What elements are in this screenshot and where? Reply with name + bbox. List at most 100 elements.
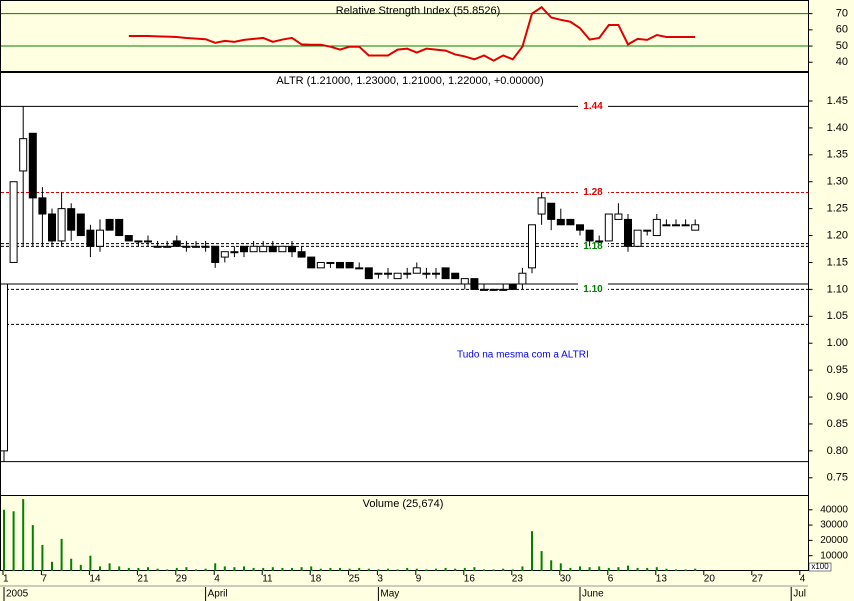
candle-body <box>172 240 181 247</box>
volume-bar <box>108 563 111 571</box>
x-tick-label: 13 <box>656 574 668 585</box>
volume-bar <box>415 568 418 571</box>
candle-body <box>470 278 479 290</box>
volume-bar <box>636 567 639 571</box>
volume-bar <box>185 567 188 571</box>
reference-label-bg <box>578 186 608 199</box>
candle-body <box>681 224 690 227</box>
volume-bar <box>454 568 457 571</box>
y-tick-label: 0.85 <box>827 418 848 430</box>
volume-bar <box>271 567 274 571</box>
month-label: 2005 <box>6 589 29 600</box>
candle-body <box>316 261 325 269</box>
reference-label-bg <box>578 240 608 253</box>
volume-bar <box>579 566 581 571</box>
y-tick-label: 1.10 <box>827 283 848 295</box>
y-tick-label: 10000 <box>820 550 848 561</box>
volume-bar <box>559 563 562 571</box>
month-label: May <box>380 589 399 600</box>
candle-body <box>547 202 556 220</box>
y-tick-label: 30000 <box>820 520 848 531</box>
candle-body <box>268 245 277 253</box>
reference-label: 1.44 <box>583 101 603 112</box>
panel-title: Relative Strength Index (55.8526) <box>336 5 501 17</box>
volume-bar <box>367 568 370 571</box>
volume-bar <box>243 566 245 571</box>
volume-bar <box>694 568 697 571</box>
candle-body <box>307 256 316 269</box>
candle-body <box>460 278 469 285</box>
scale-box <box>808 562 832 572</box>
candle-body <box>528 224 536 269</box>
volume-bar <box>588 567 591 571</box>
reference-label-bg <box>578 100 608 113</box>
candle-body <box>384 272 392 275</box>
candle-body <box>230 251 239 254</box>
volume-bar <box>166 569 169 571</box>
volume-bar <box>627 565 629 571</box>
candle-body <box>240 245 248 253</box>
x-tick-label: 1 <box>3 574 9 585</box>
volume-bar <box>89 555 92 571</box>
volume-bar <box>396 569 399 571</box>
volume-bar <box>569 567 572 571</box>
volume-bar <box>387 568 389 571</box>
panel-title: ALTR (1.21000, 1.23000, 1.21000, 1.22000… <box>276 75 543 87</box>
candle-body <box>9 181 18 263</box>
x-tick-label: 4 <box>800 574 806 585</box>
candle-body <box>518 272 527 285</box>
volume-bar <box>655 567 658 571</box>
x-tick-label: 20 <box>704 574 716 585</box>
volume-bar <box>531 531 533 571</box>
candle-body <box>76 213 85 237</box>
panel-title: Volume (25,674) <box>363 498 444 510</box>
volume-bar <box>70 558 73 571</box>
volume-bar <box>310 566 313 571</box>
candle-body <box>144 240 152 243</box>
candle-body <box>153 245 162 248</box>
candle-body <box>0 283 8 452</box>
x-tick-label: 4 <box>214 574 220 585</box>
candle-body <box>412 267 421 274</box>
volume-bar <box>348 568 351 571</box>
candle-body <box>556 218 565 226</box>
y-tick-label: 40000 <box>820 504 848 515</box>
volume-bar <box>550 560 553 571</box>
volume-bar <box>12 511 15 571</box>
volume-bar <box>118 566 121 571</box>
volume-bar <box>79 564 82 571</box>
volume-bar <box>425 569 428 571</box>
x-tick-label: 30 <box>560 574 572 585</box>
candle-body <box>672 224 680 227</box>
candle-body <box>614 213 623 220</box>
volume-bar <box>127 567 130 571</box>
volume-bar <box>511 569 514 571</box>
y-tick-label: 1.20 <box>827 229 848 241</box>
candle-body <box>28 132 37 199</box>
candle-body <box>163 245 172 248</box>
y-tick-label: 0.90 <box>827 391 848 403</box>
candle-body <box>259 245 268 253</box>
candle-body <box>566 218 575 226</box>
volume-bar <box>99 566 101 571</box>
candle-body <box>278 245 287 253</box>
candle-body <box>508 283 517 290</box>
reference-label: 1.28 <box>583 187 603 198</box>
candle-body <box>576 224 584 231</box>
volume-bar <box>41 544 44 571</box>
candle-body <box>537 197 546 215</box>
volume-bar <box>502 568 505 571</box>
x-tick-label: 27 <box>752 574 764 585</box>
volume-bar <box>444 567 447 571</box>
candle-body <box>19 138 28 172</box>
reference-label: 1.10 <box>583 284 603 295</box>
volume-bar <box>51 561 53 571</box>
volume-bar <box>665 568 668 571</box>
volume-bar <box>492 569 495 571</box>
candle-body <box>345 261 354 269</box>
candle-body <box>124 235 133 242</box>
reference-label: 1.18 <box>583 241 603 252</box>
candle-body <box>585 229 594 242</box>
candle-body <box>105 218 114 231</box>
